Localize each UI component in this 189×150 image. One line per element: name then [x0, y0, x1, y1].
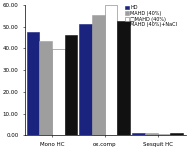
Bar: [65, 35, 77, 135]
Bar: [79, 24, 92, 135]
Bar: [158, 134, 170, 135]
Bar: [170, 133, 183, 135]
Bar: [105, 5, 118, 135]
Bar: [145, 133, 158, 135]
Bar: [92, 15, 105, 135]
Bar: [52, 49, 65, 135]
Bar: [39, 41, 52, 135]
Bar: [132, 133, 145, 135]
Legend: HD, MAHD (40%), □MAHD (40%), MAHD (40%)+NaCl: HD, MAHD (40%), □MAHD (40%), MAHD (40%)+…: [124, 5, 177, 28]
Bar: [26, 32, 39, 135]
Bar: [118, 21, 130, 135]
